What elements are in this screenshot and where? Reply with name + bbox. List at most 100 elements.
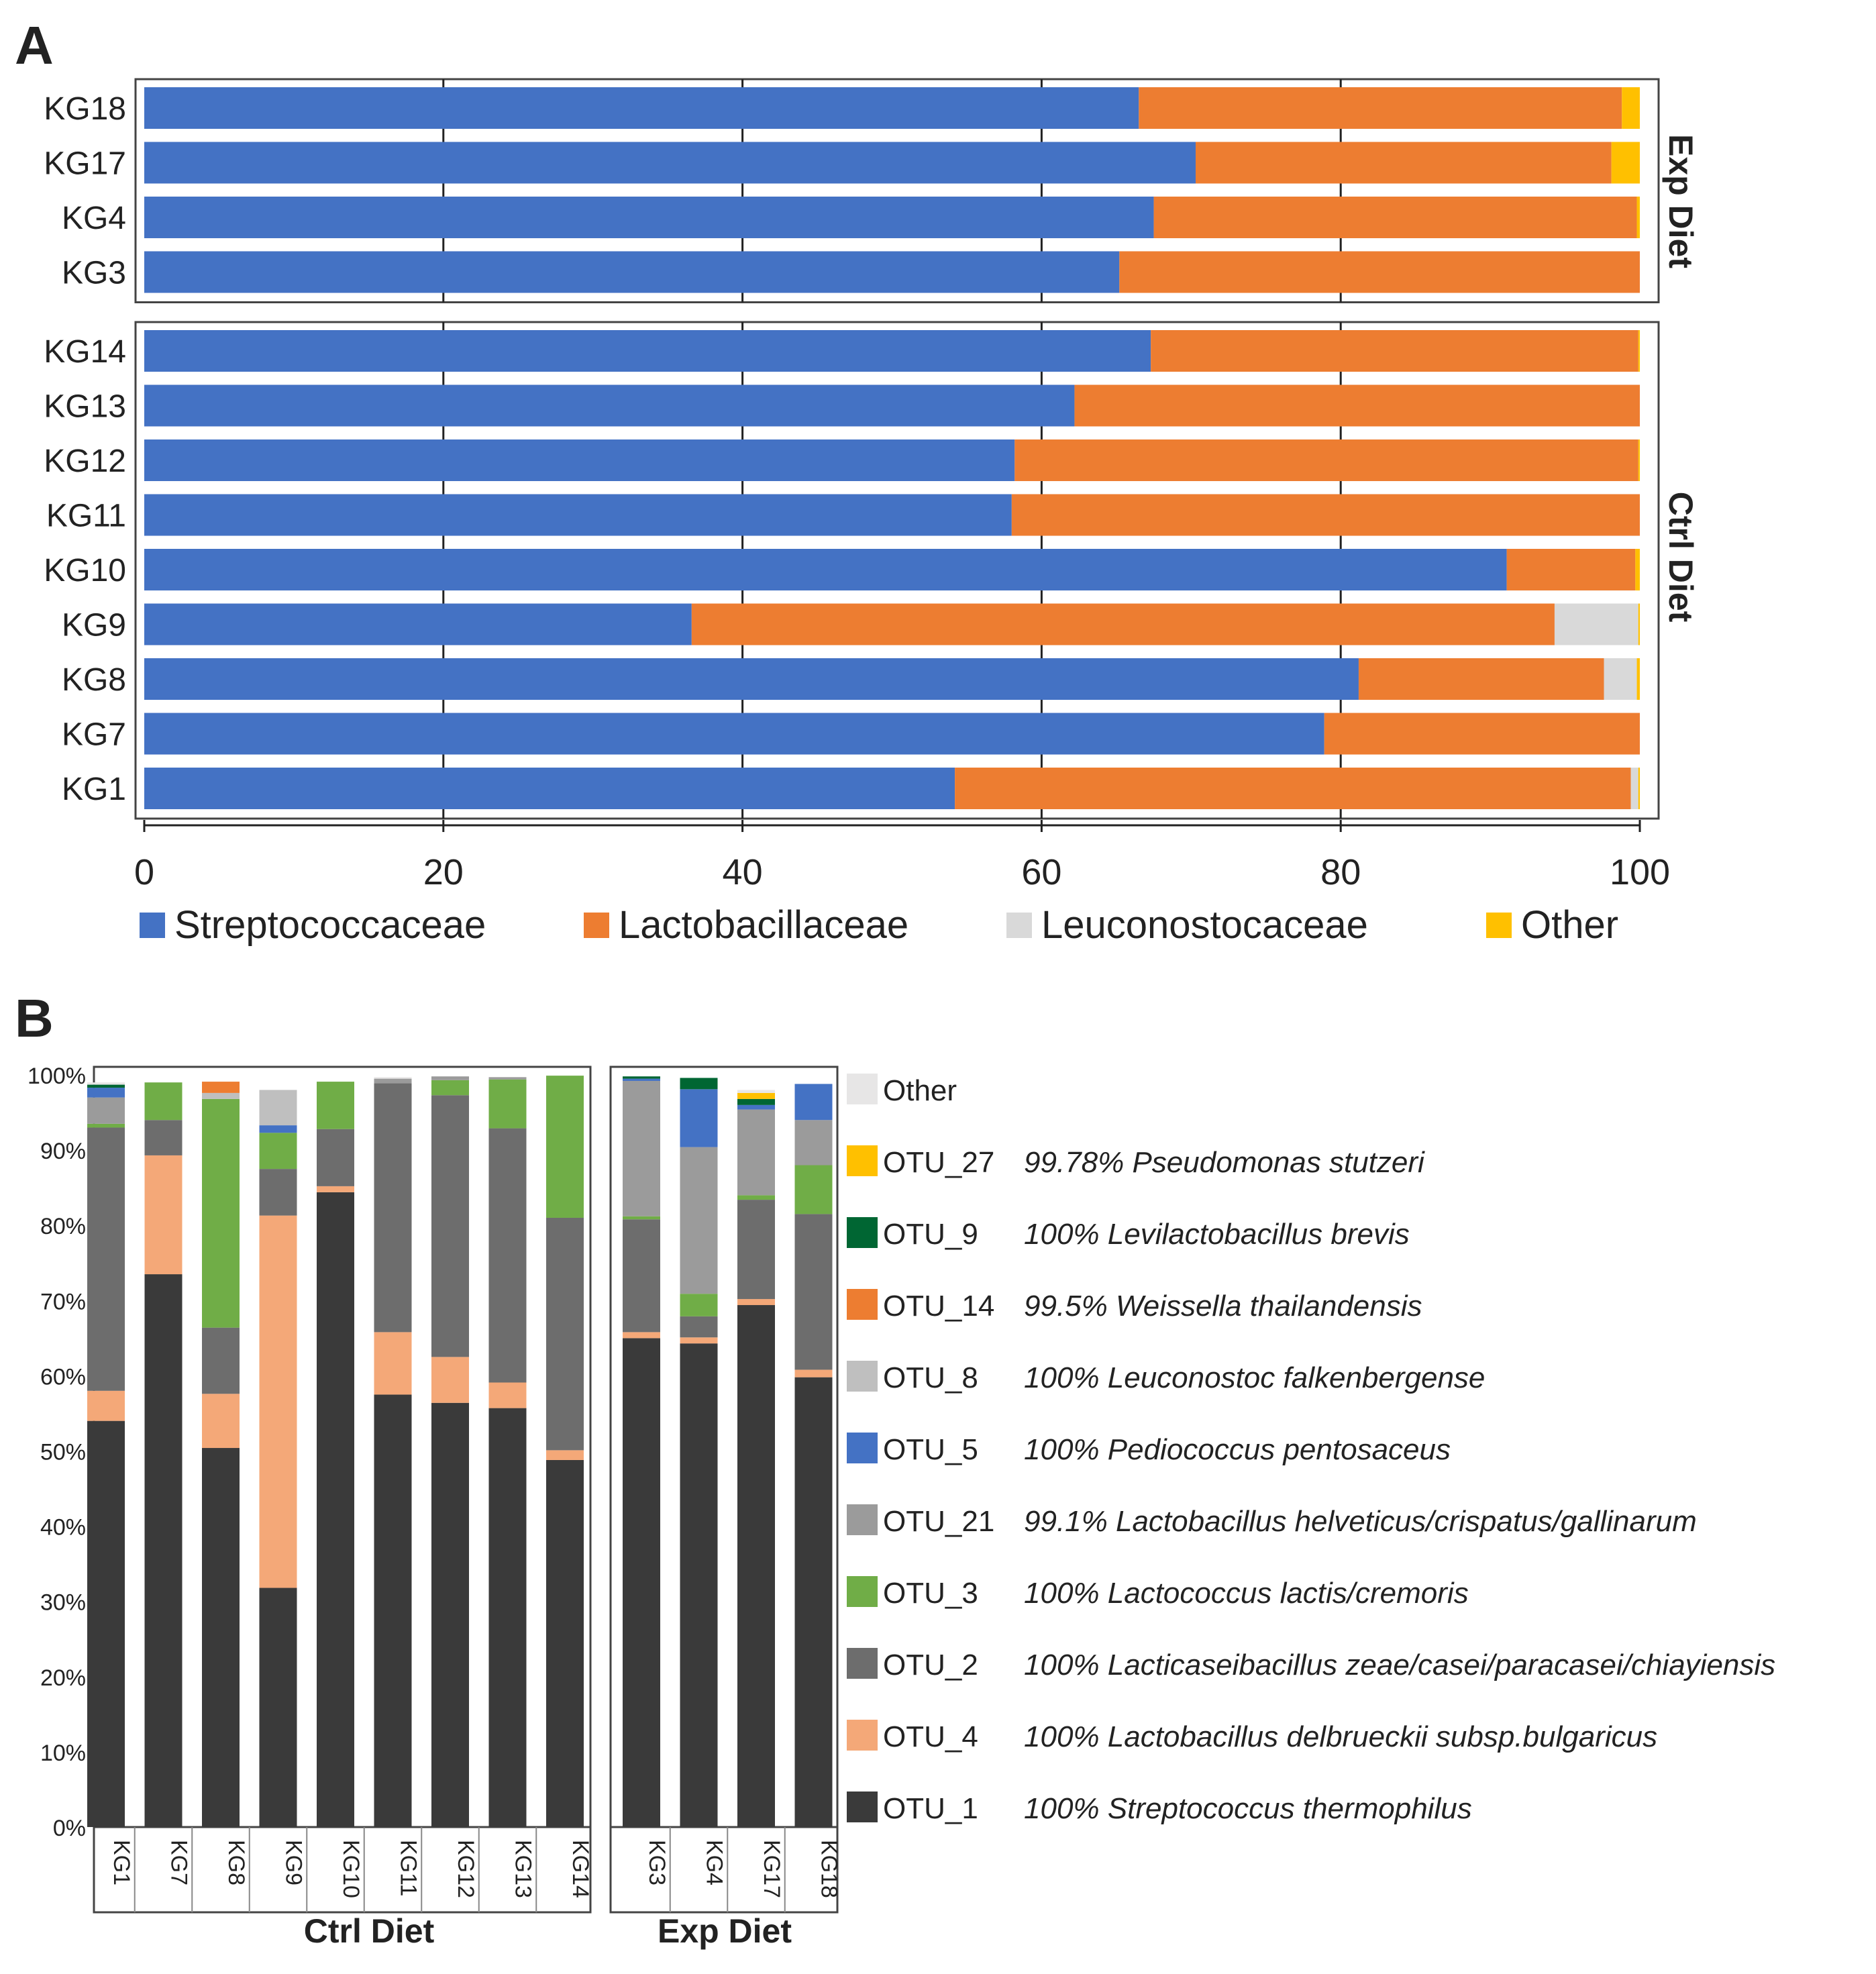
y-tick-label: 10% (40, 1741, 86, 1766)
bar-segment-kg4-otu_5 (680, 1089, 718, 1147)
bar-segment-kg18-otu_21 (794, 1120, 833, 1165)
bar-segment-kg1-otu_4 (87, 1390, 125, 1421)
legend-swatch-otu_1 (847, 1791, 878, 1822)
legend-otu-otu_4: OTU_4 (883, 1720, 978, 1753)
bar-segment-kg3-streptococcaceae (144, 251, 1120, 293)
bar-segment-kg17-other (1611, 142, 1640, 184)
bar-segment-kg12-streptococcaceae (144, 439, 1015, 481)
bar-segment-kg1-other (1638, 768, 1640, 809)
y-tick-label: 0% (53, 1816, 86, 1841)
bar-segment-kg11-otu_21 (374, 1078, 412, 1084)
legend-otu-otu_1: OTU_1 (883, 1792, 978, 1825)
sample-label-kg13: KG13 (44, 389, 126, 425)
legend-species-otu_1: 100% Streptococcus thermophilus (1024, 1792, 1472, 1825)
x-tick-label: 40 (723, 852, 763, 892)
panel-b-sample-labels: KG1 KG7 KG8 KG9 KG10 KG11 KG12 KG13 KG14 KG3 KG4 KG… (109, 1840, 842, 1898)
sample-label-kg3: KG3 (62, 256, 126, 291)
bar-segment-kg17-otu_9 (737, 1098, 775, 1105)
bar-segment-kg11-other (374, 1077, 412, 1079)
legend-species-otu_8: 100% Leuconostoc falkenbergense (1024, 1361, 1485, 1394)
legend-swatch-otu_4 (847, 1720, 878, 1751)
bar-segment-kg11-lactobacillaceae (1011, 494, 1640, 536)
bar-segment-kg8-otu_3 (202, 1098, 240, 1328)
panel-a-facet-label-ctrl: Ctrl Diet (1662, 492, 1700, 623)
sample-label-kg3: KG3 (644, 1840, 670, 1885)
sample-label-kg10: KG10 (44, 553, 126, 588)
bar-segment-kg18-lactobacillaceae (1139, 87, 1622, 129)
legend-otu-otu_14: OTU_14 (883, 1290, 994, 1322)
bar-segment-kg4-otu_21 (680, 1147, 718, 1294)
legend-swatch-other (847, 1074, 878, 1104)
bar-segment-kg1-otu_9 (87, 1084, 125, 1088)
bar-segment-kg1-otu_5 (87, 1088, 125, 1098)
bar-segment-kg4-lactobacillaceae (1153, 197, 1637, 238)
sample-label-kg8: KG8 (223, 1840, 249, 1885)
legend-species-otu_14: 99.5% Weissella thailandensis (1024, 1290, 1422, 1322)
bar-segment-kg13-otu_4 (488, 1382, 527, 1408)
legend-label-lactobacillaceae: Lactobacillaceae (619, 903, 908, 947)
sample-label-kg8: KG8 (62, 662, 126, 698)
bar-segment-kg4-other (1636, 197, 1640, 238)
panel-a-x-axis: 0 20 40 60 80 100 (134, 820, 1670, 892)
bar-segment-kg4-otu_3 (680, 1294, 718, 1316)
bar-segment-kg1-leuconostocaceae (1630, 768, 1638, 809)
bar-segment-kg14-otu_3 (546, 1076, 584, 1218)
bar-segment-kg8-other (1636, 658, 1640, 700)
legend-otu-otu_9: OTU_9 (883, 1218, 978, 1251)
legend-otu-otu_2: OTU_2 (883, 1649, 978, 1681)
bar-segment-kg13-otu_1 (488, 1408, 527, 1827)
y-tick-label: 20% (40, 1665, 86, 1691)
bar-segment-kg14-lactobacillaceae (1151, 330, 1638, 372)
bar-segment-kg18-otu_5 (794, 1084, 833, 1121)
legend-label-streptococcaceae: Streptococcaceae (174, 903, 486, 947)
sample-label-kg13: KG13 (511, 1840, 536, 1898)
bar-segment-kg18-otu_1 (794, 1377, 833, 1827)
bar-segment-kg9-other (1638, 603, 1640, 645)
sample-label-kg18: KG18 (44, 91, 126, 127)
bar-segment-kg1-otu_2 (87, 1127, 125, 1391)
x-tick-label: 100 (1610, 852, 1670, 892)
bar-segment-kg18-otu_2 (794, 1214, 833, 1370)
bar-segment-kg13-streptococcaceae (144, 384, 1075, 427)
bar-segment-kg7-otu_1 (144, 1274, 183, 1827)
legend-species-otu_9: 100% Levilactobacillus brevis (1024, 1218, 1410, 1251)
bar-segment-kg8-otu_8 (202, 1092, 240, 1099)
bar-segment-kg1-other (87, 1082, 125, 1085)
legend-swatch-otu_5 (847, 1433, 878, 1463)
bar-segment-kg10-otu_3 (317, 1082, 354, 1129)
legend-swatch-lactobacillaceae (584, 913, 609, 938)
bar-segment-kg1-otu_3 (87, 1123, 125, 1128)
sample-label-kg7: KG7 (62, 717, 126, 753)
bar-segment-kg3-otu_9 (623, 1076, 660, 1079)
x-tick-label: 20 (423, 852, 464, 892)
bar-segment-kg4-otu_9 (680, 1078, 718, 1090)
bar-segment-kg1-streptococcaceae (144, 768, 955, 809)
bar-segment-kg8-otu_14 (202, 1082, 240, 1093)
bar-segment-kg10-otu_2 (317, 1129, 354, 1186)
bar-segment-kg9-leuconostocaceae (1554, 603, 1638, 645)
y-tick-label: 100% (28, 1063, 86, 1089)
bar-segment-kg4-otu_4 (680, 1337, 718, 1344)
legend-swatch-otu_2 (847, 1648, 878, 1679)
bar-segment-kg13-otu_2 (488, 1128, 527, 1383)
y-tick-label: 30% (40, 1590, 86, 1616)
bar-segment-kg17-otu_27 (737, 1092, 775, 1099)
panel-b-bars (87, 1076, 833, 1827)
panel-b-legend: Other OTU_27 99.78% Pseudomonas stutzeri OT… (847, 1074, 1775, 1825)
bar-segment-kg8-lactobacillaceae (1358, 658, 1604, 700)
bar-segment-kg9-otu_1 (259, 1588, 297, 1827)
legend-swatch-streptococcaceae (140, 913, 165, 938)
bar-segment-kg3-lactobacillaceae (1119, 251, 1640, 293)
y-tick-label: 50% (40, 1440, 86, 1465)
bar-segment-kg3-otu_2 (623, 1219, 660, 1333)
panel-b-group-label-exp: Exp Diet (658, 1912, 792, 1950)
bar-segment-kg14-otu_1 (546, 1459, 584, 1827)
legend-label-other: Other (1521, 903, 1618, 947)
legend-swatch-otu_27 (847, 1145, 878, 1176)
bar-segment-kg1-otu_1 (87, 1420, 125, 1827)
bar-segment-kg8-streptococcaceae (144, 658, 1359, 700)
legend-otu-otu_8: OTU_8 (883, 1361, 978, 1394)
y-tick-label: 40% (40, 1515, 86, 1541)
bar-segment-kg1-otu_21 (87, 1097, 125, 1124)
bar-segment-kg8-otu_4 (202, 1394, 240, 1449)
